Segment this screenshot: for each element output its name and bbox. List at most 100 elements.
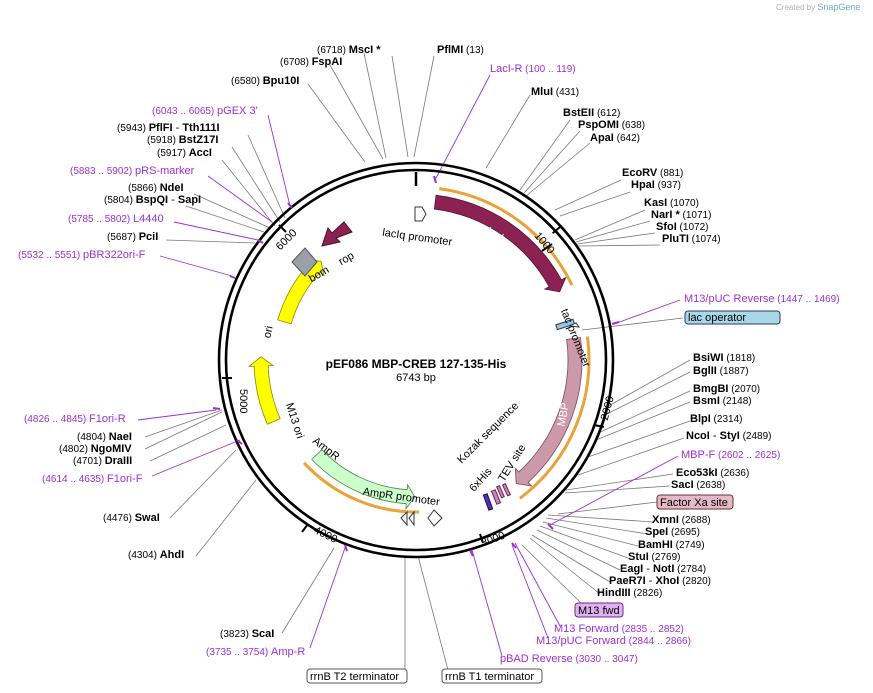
site-bsteii[interactable]: BstEII (612) — [563, 107, 620, 119]
site-mlui[interactable]: MluI (431) — [531, 86, 579, 98]
plasmid-name: pEF086 MBP-CREB 127-135-His — [326, 357, 507, 371]
site-paer7i[interactable]: PaeR7I - XhoI (2820) — [609, 575, 711, 587]
backbone — [217, 161, 615, 559]
site-nari[interactable]: NarI * (1071) — [651, 209, 711, 221]
plasmid-size: 6743 bp — [396, 372, 436, 384]
site-eco53ki[interactable]: Eco53kI (2636) — [676, 467, 749, 479]
ampr-orf-indicator — [302, 461, 420, 514]
site-saci[interactable]: SacI (2638) — [671, 479, 725, 491]
site-pcii[interactable]: (5687) PciI — [107, 231, 158, 243]
restriction-sites: (6718) MscI * PflMI (13) (6708) FspAI (6580… — [59, 44, 772, 640]
laci-orf-indicator — [439, 187, 574, 286]
ampr-promoter-arrow-3[interactable] — [408, 510, 415, 527]
lac-operator-mark[interactable] — [555, 318, 576, 331]
site-scai[interactable]: (3823) ScaI — [220, 628, 274, 640]
primer-pbr322orif[interactable]: (5532 .. 5551) pBR322ori-F — [18, 249, 146, 261]
site-hpai[interactable]: HpaI (937) — [631, 179, 681, 191]
site-spei[interactable]: SpeI (2695) — [645, 526, 700, 538]
site-bglii[interactable]: BglII (1887) — [693, 365, 749, 377]
primer-mbpf[interactable]: MBP-F (2602 .. 2625) — [681, 449, 780, 461]
site-msci[interactable]: (6718) MscI * — [317, 44, 381, 56]
primer-l4440[interactable]: (5785 .. 5802) L4440 — [68, 213, 164, 225]
site-ahdi[interactable]: (4304) AhdI — [128, 549, 184, 561]
rop-arrow[interactable] — [321, 221, 353, 247]
m13-ori-arrow[interactable] — [247, 356, 281, 425]
snapgene-brand[interactable]: SnapGene — [817, 2, 861, 12]
site-pflfi[interactable]: (5943) PflFI - Tth111I — [117, 122, 220, 134]
site-xmni[interactable]: XmnI (2688) — [652, 514, 711, 526]
ori-label[interactable]: ori — [261, 325, 275, 339]
watermark: Created by SnapGene — [776, 2, 860, 12]
leader-lines — [137, 52, 691, 671]
kozak-mark[interactable] — [495, 485, 505, 499]
factor-xa-box[interactable]: Factor Xa site — [660, 497, 728, 509]
site-kasi[interactable]: KasI (1070) — [644, 197, 699, 209]
lac-operator-box[interactable]: lac operator — [688, 312, 746, 324]
site-pluti[interactable]: PluTI (1074) — [662, 233, 721, 245]
site-bamhi[interactable]: BamHI (2749) — [638, 539, 705, 551]
laci-arrow[interactable] — [433, 194, 567, 293]
laciq-promoter-arrow[interactable] — [414, 206, 427, 222]
boxed-labels: lac operator Factor Xa site M13 fwd rrnB… — [306, 310, 781, 684]
mbp-arrow[interactable] — [514, 337, 583, 487]
primer-f1orif[interactable]: (4614 .. 4635) F1ori-F — [42, 473, 143, 485]
site-bspqi[interactable]: (5804) BspQI - SapI — [104, 194, 201, 206]
primer-labels: LacI-R (100 .. 119) (6043 .. 6065) pGEX 3… — [18, 63, 840, 665]
primer-m13pucforward[interactable]: M13/pUC Forward (2844 .. 2866) — [536, 635, 691, 647]
site-draiii[interactable]: (4701) DraIII — [73, 455, 132, 467]
factor-xa-mark[interactable] — [501, 483, 512, 497]
tick-3000: 3000 — [480, 530, 507, 550]
primer-f1orir[interactable]: (4826 .. 4845) F1ori-R — [24, 413, 126, 425]
site-naei[interactable]: (4804) NaeI — [77, 431, 132, 443]
site-pspomi[interactable]: PspOMI (638) — [578, 119, 645, 131]
site-eagi[interactable]: EagI - NotI (2784) — [620, 563, 706, 575]
m13-fwd-box[interactable]: M13 fwd — [578, 605, 620, 617]
m13-ori-label[interactable]: M13 ori — [283, 402, 306, 441]
primer-lacir[interactable]: LacI-R (100 .. 119) — [490, 63, 576, 75]
primer-pgex3[interactable]: (6043 .. 6065) pGEX 3' — [152, 105, 258, 117]
bom-mark[interactable] — [291, 247, 318, 277]
site-hindiii[interactable]: HindIII (2826) — [597, 587, 662, 599]
primer-prsmarker[interactable]: (5883 .. 5902) pRS-marker — [70, 165, 195, 177]
site-ecorv[interactable]: EcoRV (881) — [622, 167, 683, 179]
site-fspai[interactable]: (6708) FspAI — [280, 56, 342, 68]
primer-m13forward[interactable]: M13 Forward (2835 .. 2852) — [554, 623, 684, 635]
watermark-prefix: Created by — [776, 3, 816, 12]
site-apai[interactable]: ApaI (642) — [590, 132, 640, 144]
tick-4000: 4000 — [312, 524, 339, 546]
rrnb-t1-box[interactable]: rrnB T1 terminator — [445, 671, 534, 683]
his-label[interactable]: 6xHis — [467, 465, 495, 494]
primer-pbadreverse[interactable]: pBAD Reverse (3030 .. 3047) — [500, 653, 638, 665]
ampr-arrow[interactable] — [311, 449, 416, 510]
site-sfoi[interactable]: SfoI (1072) — [656, 221, 708, 233]
rrnb-t2-box[interactable]: rrnB T2 terminator — [310, 671, 399, 683]
feature-arrows — [247, 187, 591, 527]
tac-promoter-arrow[interactable] — [568, 322, 581, 328]
site-stui[interactable]: StuI (2769) — [628, 551, 680, 563]
ori-arrow[interactable] — [277, 258, 325, 325]
site-ngomiv[interactable]: (4802) NgoMIV — [59, 443, 132, 455]
site-bpu10i[interactable]: (6580) Bpu10I — [231, 75, 299, 87]
site-swai[interactable]: (4476) SwaI — [103, 512, 160, 524]
site-bsmi[interactable]: BsmI (2148) — [693, 395, 752, 407]
laciq-promoter-label[interactable]: lacIq promoter — [382, 227, 454, 249]
ampr-promoter-arrow[interactable] — [427, 509, 443, 527]
site-ndei[interactable]: (5866) NdeI — [128, 182, 184, 194]
site-acci[interactable]: (5917) AccI — [157, 147, 212, 159]
site-blpi[interactable]: BlpI (2314) — [690, 413, 742, 425]
primer-m13pucreverse[interactable]: M13/pUC Reverse (1447 .. 1469) — [684, 293, 840, 305]
ampr-promoter-arrow-2[interactable] — [400, 510, 408, 527]
tev-site-mark[interactable] — [490, 489, 502, 505]
site-bstz17i[interactable]: (5918) BstZ17I — [147, 134, 218, 146]
site-ncoi[interactable]: NcoI - StyI (2489) — [686, 430, 772, 442]
primer-ampr[interactable]: (3735 .. 3754) Amp-R — [206, 646, 305, 658]
site-bsiwi[interactable]: BsiWI (1818) — [693, 352, 755, 364]
site-bmgbi[interactable]: BmgBI (2070) — [693, 383, 760, 395]
site-pflmi[interactable]: PflMI (13) — [437, 44, 484, 56]
primer-marks — [212, 175, 620, 557]
mbp-orf-indicator — [519, 336, 591, 500]
his-tag-mark[interactable] — [482, 493, 494, 511]
mbp-label[interactable]: MBP — [556, 402, 572, 428]
rop-label[interactable]: rop — [337, 250, 357, 268]
